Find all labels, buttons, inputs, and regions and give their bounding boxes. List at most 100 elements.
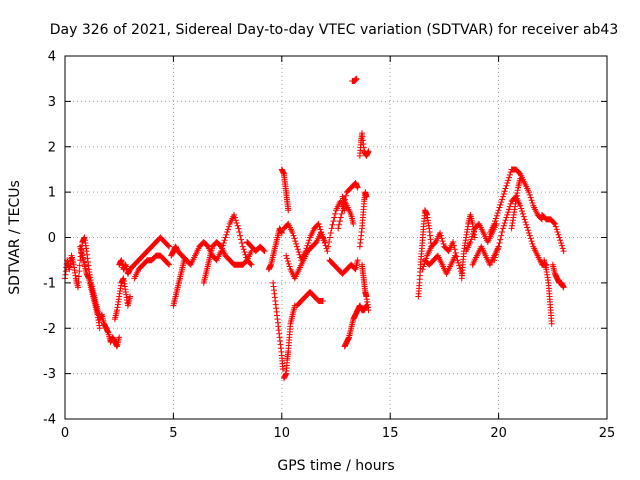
data-point-1351 [525,229,532,236]
data-point-1102 [451,246,458,253]
data-point-1353 [527,235,534,242]
data-point-1414 [557,237,564,244]
data-point-726 [284,258,291,265]
data-point-1347 [522,219,529,226]
data-point-1105 [454,257,461,264]
data-point-710 [330,218,337,225]
data-point-1268 [502,185,509,192]
data-point-846 [342,192,349,199]
data-point-31 [75,278,82,285]
data-point-207 [127,293,134,300]
data-point-1324 [502,217,509,224]
data-point-1320 [499,229,506,236]
data-point-1272 [506,174,513,181]
data-point-125 [116,334,123,341]
data-point-33 [76,268,83,275]
data-point-837 [335,225,342,232]
data-point-664 [290,232,297,239]
data-point-1348 [523,221,530,228]
data-point-1407 [551,219,558,226]
data-point-1269 [503,182,510,189]
data-point-704 [325,243,332,250]
data-point-410 [239,243,246,250]
y-tick-label: -4 [43,413,56,428]
x-tick-label: 25 [599,426,616,441]
data-point-406 [236,229,243,236]
data-point-1255 [491,220,498,227]
data-point-318 [165,260,172,267]
data-point-1328 [506,206,513,213]
data-point-1412 [555,231,562,238]
data-point-769 [322,239,329,246]
grid-layer [65,56,607,419]
data-point-1342 [518,205,525,212]
data-point-1146 [452,252,459,259]
y-tick-label: 2 [48,140,56,155]
data-point-1263 [498,199,505,206]
data-point-1264 [499,196,506,203]
data-point-665 [291,235,298,242]
data-point-1344 [519,210,526,217]
data-point-319 [166,261,173,268]
data-point-706 [326,234,333,241]
data-point-1018 [363,302,370,309]
data-point-616 [285,207,292,214]
data-point-681 [305,239,312,246]
data-point-409 [238,239,245,246]
data-point-1392 [517,175,524,182]
data-point-1259 [494,209,501,216]
data-point-400 [231,211,238,218]
data-point-1323 [501,219,508,226]
data-point-394 [225,223,232,230]
y-tick-label: -1 [43,276,56,291]
data-point-1086 [437,232,444,239]
data-point-278 [166,243,173,250]
y-tick-label: 0 [48,231,56,246]
data-point-1350 [525,227,532,234]
data-point-389 [221,237,228,244]
plot-frame [64,55,608,420]
data-point-1415 [558,239,565,246]
data-point-728 [286,263,293,270]
data-point-842 [339,207,346,214]
data-point-840 [337,214,344,221]
data-point-1192 [470,228,477,235]
data-point-1327 [505,209,512,216]
data-point-843 [340,203,347,210]
data-point-1087 [438,235,445,242]
data-point-402 [232,217,239,224]
data-point-446 [181,257,188,264]
data-point-1416 [558,242,565,249]
data-point-420 [248,261,255,268]
data-point-30 [75,284,82,291]
data-point-1321 [499,225,506,232]
data-point-1318 [497,236,504,243]
data-point-1270 [504,180,511,187]
data-point-712 [332,210,339,217]
data-point-408 [238,236,245,243]
chart-title: Day 326 of 2021, Sidereal Day-to-day VTE… [50,22,619,38]
data-point-1343 [519,208,526,215]
data-point-708 [328,225,335,232]
y-tick-label: 1 [48,186,56,201]
data-point-1089 [440,240,447,247]
y-tick-label: 4 [48,50,56,65]
data-point-277 [165,242,172,249]
data-point-1316 [495,243,502,250]
data-point-1444 [548,320,555,327]
y-axis-label: SDTVAR / TECUs [7,180,23,295]
data-point-1265 [499,193,506,200]
data-point-1266 [500,190,507,197]
data-point-404 [234,222,241,229]
data-point-1188 [467,239,474,246]
data-point-941 [363,193,370,200]
data-point-1267 [501,188,508,195]
data-point-878 [350,220,357,227]
data-point-889 [353,75,360,82]
data-point-1313 [492,251,499,258]
data-point-1418 [560,248,567,255]
data-point-694 [316,223,323,230]
data-point-1312 [492,254,499,261]
data-point-1354 [528,238,535,245]
data-point-1317 [496,239,503,246]
